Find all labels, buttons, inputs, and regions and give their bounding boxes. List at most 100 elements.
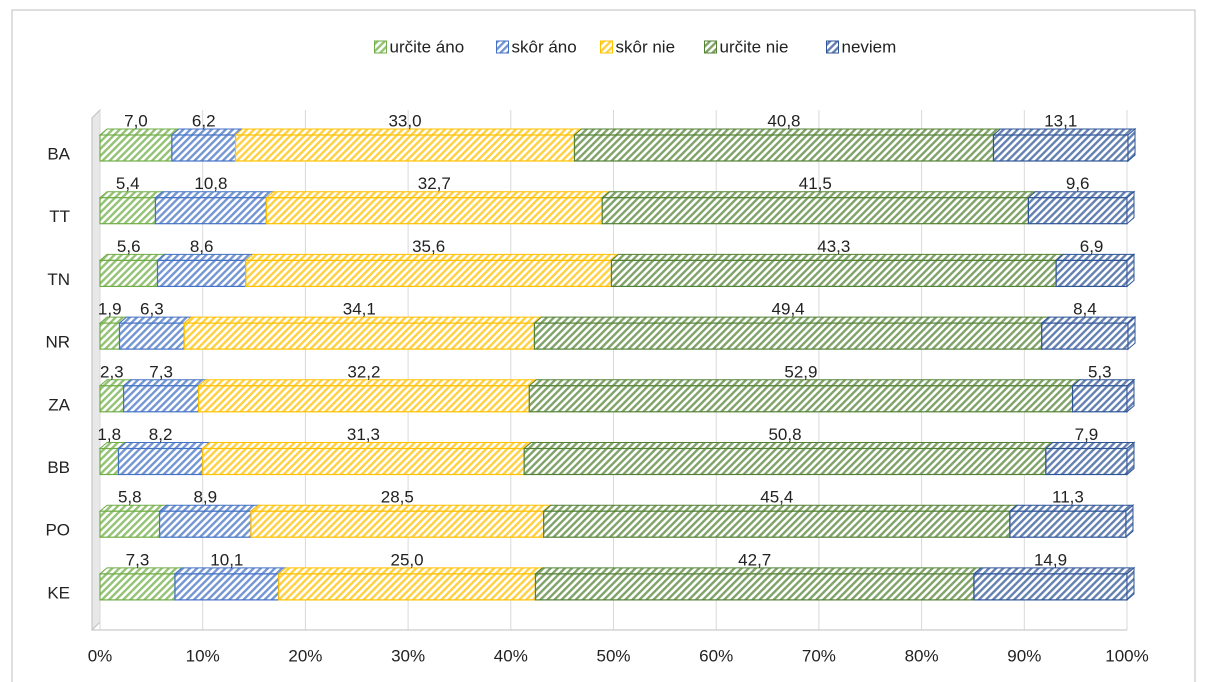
y-tick-label: KE — [47, 583, 70, 602]
bar — [534, 573, 975, 601]
x-tick-label: 0% — [88, 646, 113, 665]
legend-label: určite nie — [720, 37, 789, 56]
legend-label: skôr nie — [616, 37, 676, 56]
data-label: 32,2 — [347, 362, 380, 381]
data-label: 6,2 — [192, 111, 216, 130]
y-tick-label: TT — [49, 207, 70, 226]
bar — [523, 447, 1047, 476]
data-label: 8,6 — [190, 237, 214, 256]
x-tick-label: 70% — [802, 646, 836, 665]
data-label: 49,4 — [772, 300, 805, 319]
data-label: 10,1 — [210, 550, 243, 569]
bar — [543, 510, 1011, 538]
bar — [99, 134, 173, 162]
bar — [601, 197, 1030, 225]
data-label: 14,9 — [1034, 550, 1067, 569]
bar-end — [1126, 566, 1135, 601]
legend-swatch — [600, 40, 613, 54]
bar — [1041, 322, 1129, 350]
data-label: 6,3 — [140, 300, 164, 319]
bar — [99, 447, 120, 476]
data-label: 35,6 — [412, 237, 445, 256]
bar — [973, 573, 1128, 601]
legend-swatch — [826, 40, 839, 54]
x-tick-label: 40% — [494, 646, 528, 665]
data-label: 8,9 — [193, 488, 217, 507]
legend-swatch — [704, 40, 717, 54]
bar-end — [1125, 504, 1134, 539]
data-label: 50,8 — [768, 425, 801, 444]
data-label: 28,5 — [381, 488, 414, 507]
bar — [118, 322, 185, 350]
data-label: 34,1 — [343, 300, 376, 319]
x-tick-label: 20% — [288, 646, 322, 665]
bar — [99, 322, 121, 350]
data-label: 9,6 — [1066, 174, 1090, 193]
side-wall — [91, 108, 101, 632]
legend-label: určite áno — [390, 37, 465, 56]
bar — [99, 197, 157, 225]
data-label: 5,3 — [1088, 362, 1112, 381]
data-label: 1,9 — [98, 300, 122, 319]
data-label: 45,4 — [760, 488, 793, 507]
bar-end — [1127, 127, 1136, 163]
data-label: 42,7 — [738, 550, 771, 569]
bar — [171, 134, 237, 162]
bar-end — [1126, 253, 1135, 288]
y-tick-label: NR — [45, 333, 70, 352]
bar-end — [1126, 378, 1135, 413]
bar — [610, 259, 1057, 287]
bar — [278, 573, 537, 601]
bar — [154, 197, 267, 225]
bar — [99, 385, 125, 413]
data-label: 40,8 — [767, 111, 800, 130]
bar — [183, 322, 536, 350]
bar — [117, 447, 204, 476]
bar — [245, 259, 613, 287]
bar — [1071, 385, 1128, 413]
bar — [99, 510, 161, 538]
legend-swatch — [496, 40, 509, 54]
x-tick-label: 100% — [1105, 646, 1148, 665]
bar — [1045, 447, 1128, 476]
data-label: 5,6 — [117, 237, 141, 256]
bar — [528, 385, 1074, 413]
bar — [158, 510, 252, 538]
data-label: 7,9 — [1075, 425, 1099, 444]
bar — [99, 259, 159, 287]
data-label: 11,3 — [1052, 488, 1084, 507]
bar — [1027, 197, 1128, 225]
x-tick-label: 60% — [699, 646, 733, 665]
bar-end — [1126, 190, 1135, 225]
bar — [992, 134, 1129, 162]
y-tick-label: BB — [47, 458, 70, 477]
data-label: 13,1 — [1044, 111, 1077, 130]
bar — [265, 197, 603, 225]
data-label: 43,3 — [817, 237, 850, 256]
y-tick-label: PO — [45, 521, 70, 540]
x-tick-label: 30% — [391, 646, 425, 665]
bar — [197, 385, 530, 413]
bar — [1055, 259, 1128, 287]
legend-label: neviem — [842, 37, 897, 56]
x-tick-label: 10% — [186, 646, 220, 665]
data-label: 5,4 — [116, 174, 140, 193]
data-label: 25,0 — [391, 550, 424, 569]
data-label: 10,8 — [194, 174, 227, 193]
x-tick-label: 80% — [905, 646, 939, 665]
bar — [123, 385, 200, 413]
data-label: 7,3 — [126, 550, 150, 569]
bar — [202, 447, 525, 476]
bar — [250, 510, 545, 538]
bar — [156, 259, 247, 287]
legend-swatch — [374, 40, 387, 54]
data-label: 33,0 — [388, 111, 421, 130]
x-tick-label: 50% — [596, 646, 630, 665]
data-label: 41,5 — [799, 174, 832, 193]
data-label: 5,8 — [118, 488, 142, 507]
bar — [533, 322, 1043, 350]
bar — [99, 573, 176, 601]
data-label: 52,9 — [784, 362, 817, 381]
bar-end — [1126, 441, 1135, 476]
